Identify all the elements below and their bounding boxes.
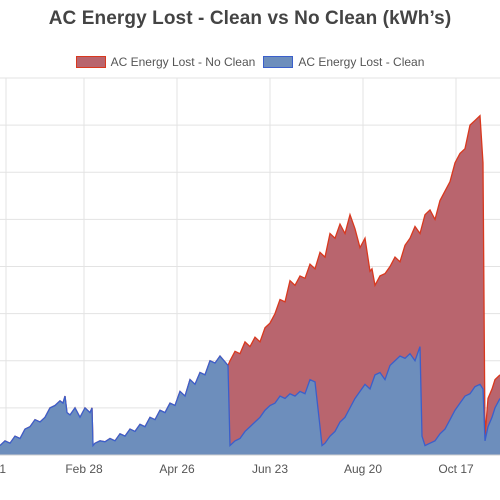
x-tick-label: Jun 23: [252, 462, 288, 476]
x-tick-label: Aug 20: [344, 462, 382, 476]
series-layer: [0, 114, 500, 455]
legend-item-clean[interactable]: AC Energy Lost - Clean: [263, 55, 424, 69]
legend-swatch-no-clean: [75, 56, 106, 68]
x-axis: 1 Feb 28 Apr 26 Jun 23 Aug 20 Oct 17: [0, 454, 500, 476]
x-tick-label: Feb 28: [65, 462, 103, 476]
legend-item-no-clean[interactable]: AC Energy Lost - No Clean: [75, 55, 256, 69]
legend-swatch-clean: [263, 56, 294, 68]
chart-legend: AC Energy Lost - No Clean AC Energy Lost…: [0, 55, 500, 69]
x-tick-label: 1: [0, 462, 6, 476]
series-area-no-clean[interactable]: [0, 115, 500, 455]
x-tick-label: Oct 17: [438, 462, 474, 476]
chart-title: AC Energy Lost - Clean vs No Clean (kWh’…: [48, 8, 452, 29]
legend-label-no-clean: AC Energy Lost - No Clean: [110, 55, 256, 69]
series-area-clean[interactable]: [0, 346, 500, 455]
series-line-clean: [0, 346, 500, 448]
legend-label-clean: AC Energy Lost - Clean: [298, 55, 425, 69]
x-tick-label: Apr 26: [159, 462, 195, 476]
